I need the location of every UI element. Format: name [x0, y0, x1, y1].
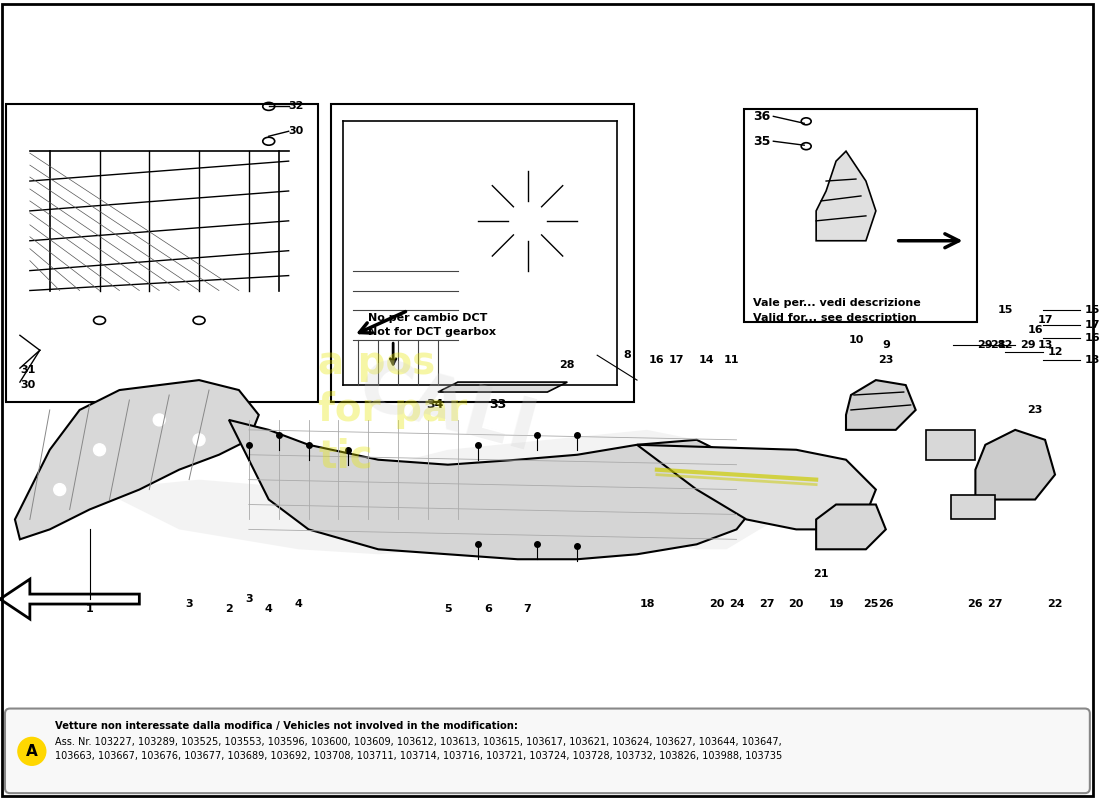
Text: 23: 23	[1027, 405, 1043, 415]
Text: 17: 17	[1085, 320, 1100, 330]
Polygon shape	[438, 382, 568, 392]
Text: 26: 26	[878, 599, 893, 609]
Text: 13: 13	[1085, 355, 1100, 365]
Text: 11: 11	[724, 355, 739, 365]
FancyBboxPatch shape	[331, 104, 634, 402]
Text: 9: 9	[882, 340, 890, 350]
Text: CALI: CALI	[351, 353, 544, 466]
Text: 8: 8	[624, 350, 631, 360]
Text: 28: 28	[990, 340, 1005, 350]
Text: 3: 3	[185, 599, 192, 609]
Text: 35: 35	[754, 134, 771, 148]
Polygon shape	[816, 505, 886, 550]
Text: 16: 16	[1027, 326, 1043, 335]
Polygon shape	[637, 445, 876, 530]
Text: a pos
for par
tic: a pos for par tic	[319, 344, 468, 476]
Text: 7: 7	[524, 604, 531, 614]
Polygon shape	[99, 430, 777, 554]
Polygon shape	[15, 380, 258, 539]
Circle shape	[507, 201, 548, 241]
Text: 17: 17	[669, 355, 684, 365]
Polygon shape	[976, 430, 1055, 499]
Circle shape	[153, 414, 165, 426]
Text: A: A	[26, 744, 37, 759]
Text: 33: 33	[490, 398, 506, 411]
Text: 14: 14	[698, 355, 715, 365]
Text: 4: 4	[265, 604, 273, 614]
Text: 6: 6	[484, 604, 492, 614]
Text: 36: 36	[754, 110, 771, 123]
Text: 3: 3	[245, 594, 253, 604]
Text: 17: 17	[1037, 315, 1053, 326]
Text: 1: 1	[86, 604, 94, 614]
Text: 30: 30	[288, 126, 304, 136]
FancyBboxPatch shape	[745, 110, 978, 322]
Circle shape	[94, 444, 106, 456]
Polygon shape	[229, 420, 757, 559]
Text: 22: 22	[1047, 599, 1063, 609]
Text: Vetture non interessate dalla modifica / Vehicles not involved in the modificati: Vetture non interessate dalla modifica /…	[55, 722, 518, 731]
Text: 23: 23	[878, 355, 893, 365]
Bar	[950, 494, 996, 519]
Text: 15: 15	[1085, 306, 1100, 315]
Text: 103663, 103667, 103676, 103677, 103689, 103692, 103708, 103711, 103714, 103716, : 103663, 103667, 103676, 103677, 103689, …	[55, 751, 782, 762]
Circle shape	[54, 484, 66, 495]
Circle shape	[194, 434, 205, 446]
Text: 29: 29	[1020, 340, 1036, 350]
Text: 12: 12	[1048, 347, 1064, 358]
Text: 31: 31	[20, 365, 35, 375]
Bar	[925, 430, 976, 460]
FancyBboxPatch shape	[6, 709, 1090, 793]
FancyBboxPatch shape	[6, 104, 319, 402]
Text: 16: 16	[1085, 334, 1100, 343]
Circle shape	[18, 738, 46, 766]
Text: 20: 20	[708, 599, 724, 609]
Text: 15: 15	[998, 306, 1013, 315]
Text: No per cambio DCT
Not for DCT gearbox: No per cambio DCT Not for DCT gearbox	[368, 314, 496, 338]
Text: Ass. Nr. 103227, 103289, 103525, 103553, 103596, 103600, 103609, 103612, 103613,: Ass. Nr. 103227, 103289, 103525, 103553,…	[55, 738, 781, 747]
Text: 26: 26	[968, 599, 983, 609]
Text: 2: 2	[226, 604, 233, 614]
Text: 29: 29	[978, 340, 993, 350]
Text: 27: 27	[988, 599, 1003, 609]
Text: 30: 30	[20, 380, 35, 390]
Text: 20: 20	[789, 599, 804, 609]
Text: 28: 28	[560, 360, 575, 370]
Text: 24: 24	[728, 599, 745, 609]
Polygon shape	[0, 579, 140, 619]
Polygon shape	[846, 380, 915, 430]
Text: 34: 34	[427, 398, 443, 411]
Text: Vale per... vedi descrizione
Valid for... see description: Vale per... vedi descrizione Valid for..…	[754, 298, 921, 323]
Text: 16: 16	[649, 355, 664, 365]
Circle shape	[448, 142, 607, 301]
Polygon shape	[816, 151, 876, 241]
Text: 27: 27	[759, 599, 774, 609]
Text: 18: 18	[639, 599, 654, 609]
Text: 32: 32	[288, 102, 304, 111]
Text: 10: 10	[848, 335, 864, 346]
Text: 12: 12	[998, 340, 1013, 350]
Text: 21: 21	[813, 569, 829, 579]
Text: 4: 4	[295, 599, 302, 609]
Text: 19: 19	[828, 599, 844, 609]
Text: 25: 25	[864, 599, 879, 609]
Text: 5: 5	[444, 604, 452, 614]
Text: 13: 13	[1037, 340, 1053, 350]
Circle shape	[477, 171, 578, 270]
